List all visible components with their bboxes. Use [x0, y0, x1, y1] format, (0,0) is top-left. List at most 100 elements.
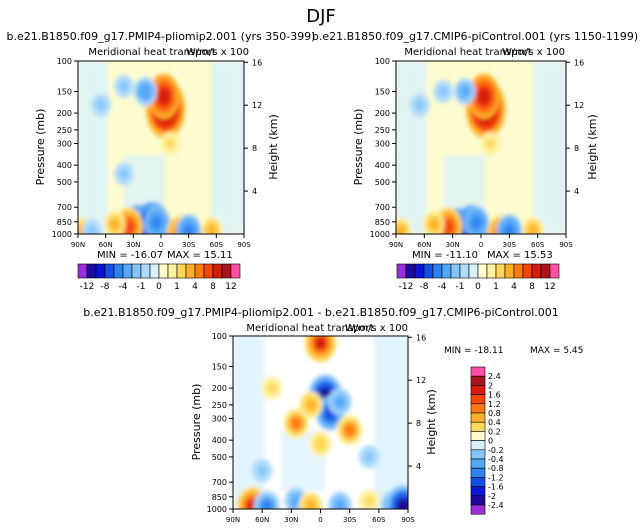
- x-tick-label: 30N: [284, 516, 298, 524]
- colorbar-label: -1: [137, 282, 146, 292]
- y-tick-label: 1000: [52, 230, 72, 239]
- colorbar-label: -4: [119, 282, 128, 292]
- colorbar-cell: [470, 495, 486, 506]
- contour-cell: [157, 88, 171, 105]
- contour-cell: [122, 219, 135, 234]
- y2-tick-label: 8: [252, 144, 257, 153]
- colorbar-label: -1.6: [488, 483, 504, 492]
- colorbar-cell: [77, 263, 88, 279]
- panel-difference: b.e21.B1850.f09_g17.PMIP4-pliomip2.001 -…: [83, 306, 583, 524]
- colorbar-cell: [167, 263, 178, 279]
- contour-cell: [206, 224, 217, 234]
- field-wash: [443, 155, 486, 216]
- contour-cell: [364, 495, 374, 507]
- colorbar-label: -4: [438, 282, 447, 292]
- y-tick-label: 150: [212, 362, 227, 371]
- panel-subtitle: Meridional heat transport: [246, 323, 373, 334]
- y-tick-label: 700: [375, 203, 390, 212]
- field-wash: [233, 336, 265, 509]
- y-tick-label: 500: [57, 178, 72, 187]
- colorbar-vertical: 2.421.61.20.80.40.20-0.2-0.4-0.8-1.2-1.6…: [470, 366, 504, 515]
- colorbar-label: 8: [529, 282, 535, 292]
- y-tick-label: 400: [212, 436, 227, 445]
- colorbar-cell: [470, 449, 486, 460]
- colorbar-cell: [149, 263, 160, 279]
- contour-cell: [315, 438, 326, 450]
- y-tick-label: 1000: [370, 230, 390, 239]
- contour-cell: [290, 417, 302, 430]
- colorbar-cell: [140, 263, 151, 279]
- contour-cell: [261, 499, 273, 509]
- field-wash: [396, 61, 427, 234]
- colorbar-cell: [95, 263, 106, 279]
- panel-top-right: b.e21.B1850.f09_g17.CMIP6-piControl.001 …: [312, 30, 638, 292]
- contour-cell: [485, 138, 496, 149]
- y-tick-label: 150: [57, 87, 72, 96]
- contour-cell: [291, 495, 302, 507]
- y2-axis-label: Height (km): [425, 389, 438, 455]
- contour-cell: [151, 216, 162, 229]
- min-label: MIN = -18.11: [444, 346, 503, 356]
- contour-cell: [119, 168, 129, 180]
- contour-cell: [414, 100, 425, 111]
- contour-cell: [470, 216, 482, 229]
- colorbar-label: 2: [488, 381, 493, 390]
- colorbar-cell: [176, 263, 187, 279]
- contour-cell: [528, 224, 538, 234]
- colorbar: -12 -8 -4 -1 0 1 4 8 12: [77, 263, 241, 292]
- colorbar-cell: [470, 385, 486, 395]
- y2-tick-label: 12: [416, 376, 426, 385]
- colorbar-label: 1: [493, 282, 499, 292]
- max-label: MAX = 15.11: [167, 250, 233, 261]
- colorbar-cell: [441, 263, 452, 279]
- contour-cell: [257, 465, 268, 476]
- colorbar-cell: [450, 263, 461, 279]
- axes: 90N 60N 30N 0 30S 60S 90S 100 150 200 250 300 400 500…: [207, 332, 427, 524]
- colorbar-label: 0: [475, 282, 481, 292]
- y2-tick-label: 4: [252, 187, 257, 196]
- colorbar-cell: [495, 263, 506, 279]
- panel-units: W/m/s x 100: [345, 323, 408, 334]
- y-tick-label: 300: [375, 140, 390, 149]
- page-title: DJF: [306, 6, 336, 27]
- y-tick-label: 100: [212, 332, 227, 341]
- colorbar-cell: [423, 263, 434, 279]
- colorbar-label: 0.2: [488, 427, 501, 436]
- colorbar-label: -0.8: [488, 464, 504, 473]
- colorbar-label: 8: [210, 282, 216, 292]
- colorbar-label: -1.2: [488, 473, 504, 482]
- x-tick-label: 60S: [372, 516, 386, 524]
- y2-tick-label: 8: [574, 144, 579, 153]
- panel-units: W/m/s x 100: [186, 47, 249, 58]
- contour-cell: [305, 399, 316, 411]
- contour-cell: [364, 451, 374, 463]
- panel-top-left: b.e21.B1850.f09_g17.PMIP4-pliomip2.001 (…: [7, 30, 316, 292]
- colorbar-cell: [470, 477, 486, 487]
- colorbar-cell: [549, 263, 560, 279]
- y-tick-label: 200: [375, 109, 390, 118]
- contour-cell: [140, 85, 151, 98]
- colorbar-cell: [230, 263, 241, 279]
- y2-tick-label: 16: [252, 58, 262, 67]
- colorbar-label: 4: [192, 282, 198, 292]
- colorbar-cell: [158, 263, 169, 279]
- colorbar-cell: [470, 375, 486, 386]
- colorbar-cell: [470, 440, 486, 451]
- y-tick-label: 100: [57, 57, 72, 66]
- y-tick-label: 500: [375, 178, 390, 187]
- colorbar-label: -1: [456, 282, 465, 292]
- y2-tick-label: 4: [574, 187, 579, 196]
- colorbar-cell: [185, 263, 196, 279]
- panel-subtitle: Meridional heat transport: [404, 47, 531, 58]
- colorbar-label: 12: [544, 282, 555, 292]
- colorbar-cell: [104, 263, 115, 279]
- contour-cell: [87, 225, 97, 234]
- panel-title: b.e21.B1850.f09_g17.PMIP4-pliomip2.001 (…: [7, 30, 316, 43]
- y-tick-label: 300: [57, 140, 72, 149]
- colorbar-cell: [131, 263, 142, 279]
- y-axis-label: Pressure (mb): [190, 384, 203, 461]
- y-tick-label: 1000: [207, 505, 227, 514]
- y-tick-label: 400: [375, 161, 390, 170]
- contour-cell: [503, 224, 515, 234]
